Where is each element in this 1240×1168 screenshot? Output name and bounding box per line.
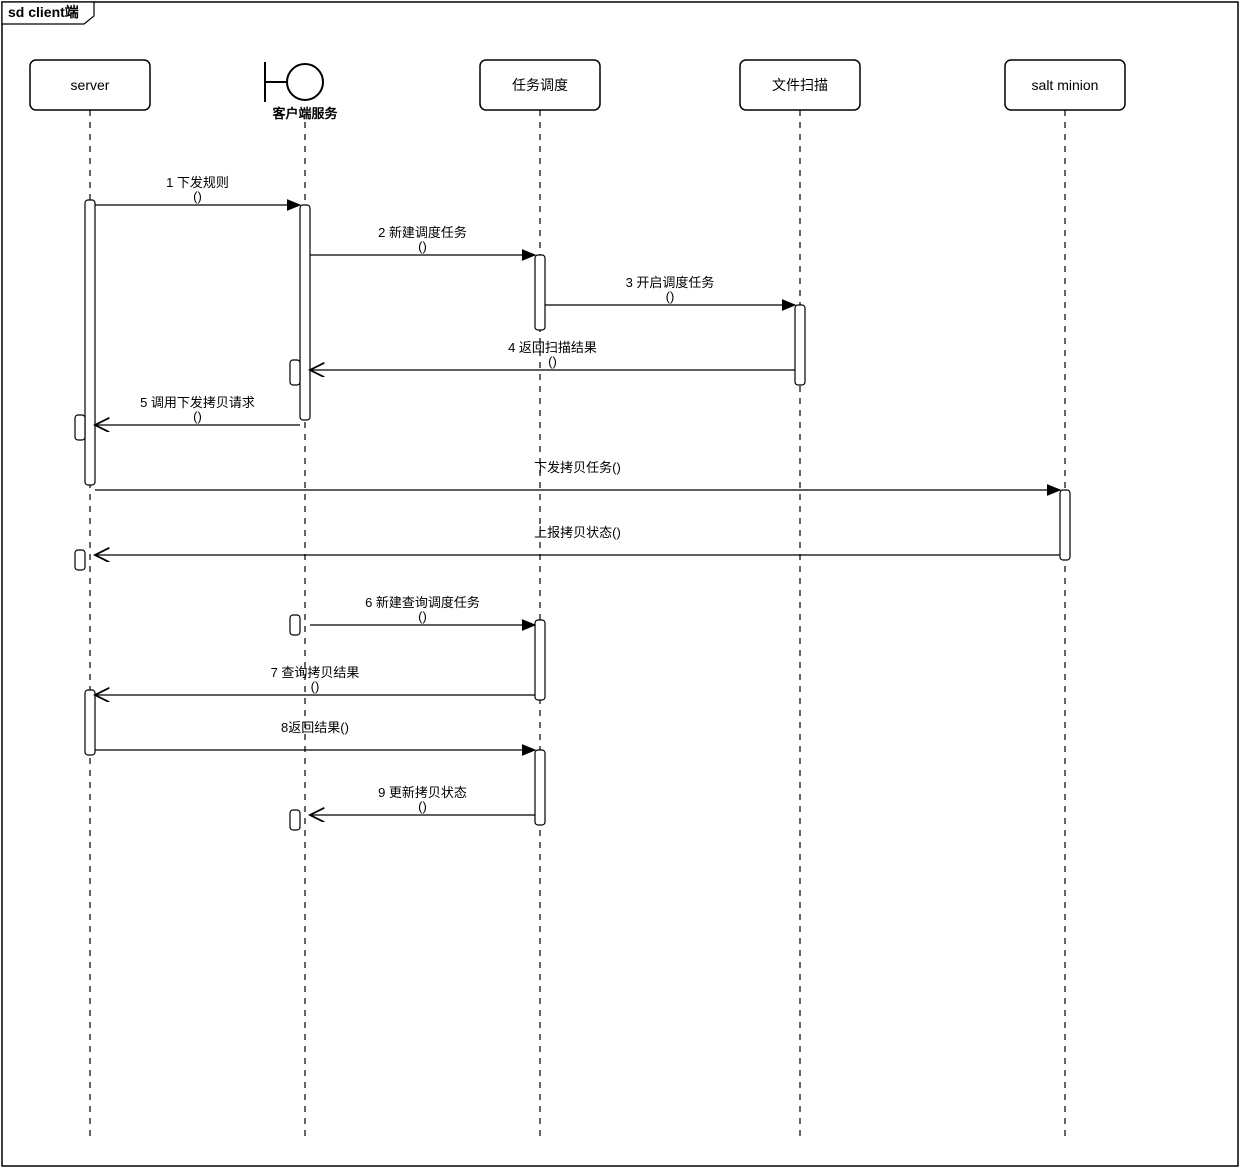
participant-label: 文件扫描: [772, 77, 828, 93]
message-label: 9 更新拷贝状态: [378, 785, 467, 800]
activation-bar: [75, 550, 85, 570]
message-label: 5 调用下发拷贝请求: [140, 395, 255, 410]
sequence-diagram: sd client端 server 客户端服务 任务调度 文件扫描 salt minion…: [0, 0, 1240, 1168]
activation-bar: [535, 750, 545, 825]
message-label2: (): [193, 409, 202, 424]
activation-bar: [535, 255, 545, 330]
activation-bar: [1060, 490, 1070, 560]
activation-bar: [290, 360, 300, 385]
activation-bar: [290, 810, 300, 830]
message-label: 上报拷贝状态(): [534, 525, 621, 540]
activation-bar: [75, 415, 85, 440]
message-label2: (): [418, 799, 427, 814]
message-label: 4 返回扫描结果: [508, 340, 597, 355]
message-label: 8返回结果(): [281, 720, 349, 735]
participant-label: 任务调度: [512, 77, 568, 93]
message-label: 6 新建查询调度任务: [365, 595, 480, 610]
message-label: 1 下发规则: [166, 175, 229, 190]
activation-bar: [85, 200, 95, 485]
activation-bar: [795, 305, 805, 385]
message-label2: (): [548, 354, 557, 369]
message-label2: (): [666, 289, 675, 304]
message-label2: (): [418, 609, 427, 624]
message-label: 7 查询拷贝结果: [271, 665, 360, 680]
frame-title: sd client端: [8, 4, 79, 20]
boundary-circle: [287, 64, 323, 100]
message-label: 下发拷贝任务(): [534, 460, 621, 475]
participant-label: server: [71, 77, 110, 93]
message-label: 3 开启调度任务: [626, 275, 715, 290]
activation-bar: [85, 690, 95, 755]
message-label2: (): [418, 239, 427, 254]
participant-label: 客户端服务: [272, 106, 338, 121]
message-label2: (): [193, 189, 202, 204]
message-label2: (): [311, 679, 320, 694]
participant-label: salt minion: [1032, 77, 1099, 93]
message-label: 2 新建调度任务: [378, 225, 467, 240]
activation-bar: [290, 615, 300, 635]
activation-bar: [300, 205, 310, 420]
activation-bar: [535, 620, 545, 700]
